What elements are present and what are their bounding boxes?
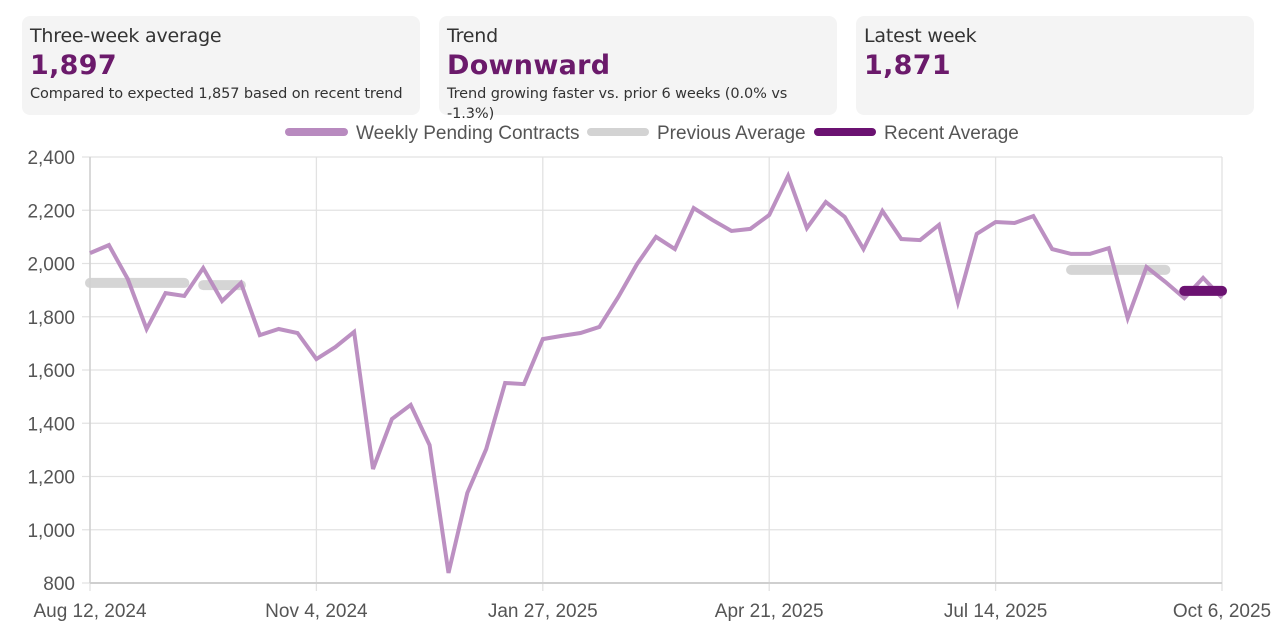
pending-contracts-chart: Weekly Pending Contracts Previous Averag…: [27, 123, 1271, 622]
x-tick-label: Jul 14, 2025: [944, 601, 1048, 622]
legend-label-weekly: Weekly Pending Contracts: [356, 123, 580, 144]
chart-legend: Weekly Pending Contracts Previous Averag…: [285, 123, 1019, 144]
y-tick-label: 1,000: [27, 521, 75, 542]
x-tick-label: Apr 21, 2025: [715, 601, 824, 622]
y-tick-label: 1,400: [27, 414, 75, 435]
card-label: Latest week: [864, 25, 977, 47]
x-tick-label: Oct 6, 2025: [1173, 601, 1271, 622]
three-week-average-card: Three-week average 1,897 Compared to exp…: [22, 16, 420, 115]
x-tick-label: Aug 12, 2024: [33, 601, 146, 622]
card-label: Three-week average: [30, 25, 222, 47]
legend-item-weekly[interactable]: Weekly Pending Contracts: [285, 123, 580, 144]
latest-week-card: Latest week 1,871: [856, 16, 1254, 115]
y-tick-label: 800: [43, 574, 75, 595]
legend-label-previous: Previous Average: [657, 123, 806, 144]
y-tick-label: 2,200: [27, 201, 75, 222]
x-tick-label: Jan 27, 2025: [488, 601, 598, 622]
y-tick-label: 2,400: [27, 148, 75, 169]
card-value: 1,871: [864, 50, 951, 81]
x-tick-label: Nov 4, 2024: [265, 601, 368, 622]
card-note: Compared to expected 1,857 based on rece…: [30, 86, 403, 102]
weekly-series: [89, 170, 1224, 574]
x-axis: Aug 12, 2024 Nov 4, 2024 Jan 27, 2025 Apr 2…: [33, 601, 1271, 622]
legend-item-previous[interactable]: Previous Average: [587, 123, 806, 144]
y-axis: 800 1,000 1,200 1,400 1,600 1,800 2,000 2,200 2,…: [27, 148, 75, 595]
card-label: Trend: [447, 25, 498, 47]
legend-label-recent: Recent Average: [884, 123, 1019, 144]
weekly-pending-contracts-line: [89, 170, 1224, 574]
grid: [82, 156, 1223, 591]
card-value: Downward: [447, 50, 611, 81]
card-note: Trend growing faster vs. prior 6 weeks (…: [447, 86, 788, 122]
card-value: 1,897: [30, 50, 117, 81]
y-tick-label: 1,800: [27, 308, 75, 329]
y-tick-label: 1,200: [27, 468, 75, 489]
legend-item-recent[interactable]: Recent Average: [814, 123, 1019, 144]
trend-card: Trend Downward Trend growing faster vs. …: [439, 16, 837, 122]
y-tick-label: 2,000: [27, 255, 75, 276]
y-tick-label: 1,600: [27, 361, 75, 382]
